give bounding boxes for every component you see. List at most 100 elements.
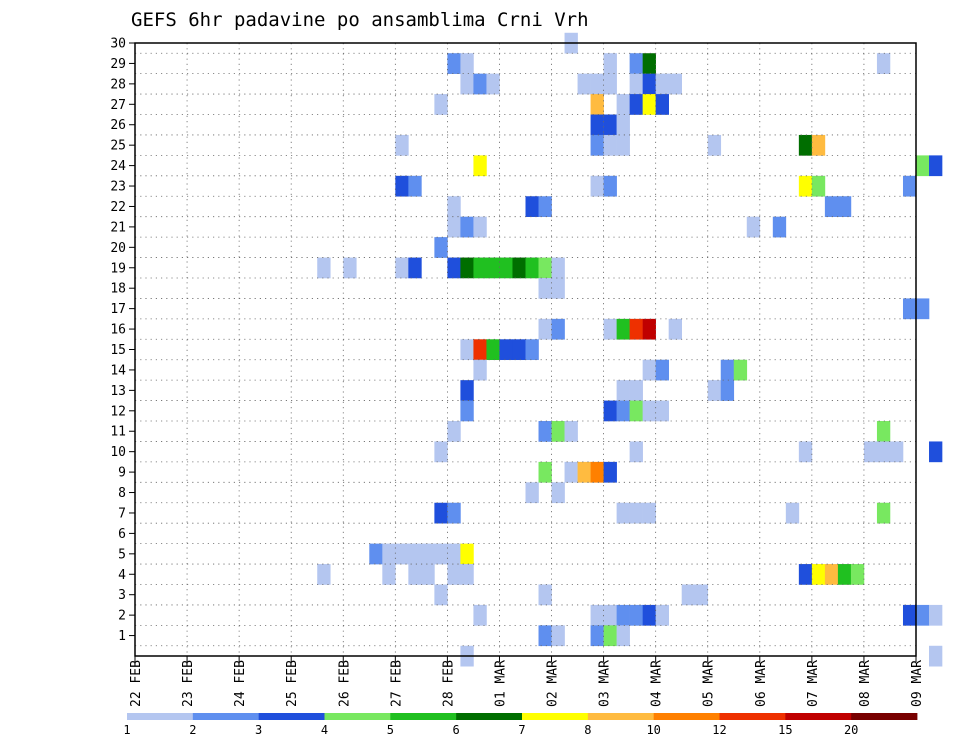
x-tick-label: 22 FEB [129,660,144,707]
heatmap-cell [473,339,487,361]
colorbar-label: 3 [255,723,262,737]
heatmap-cell [916,155,930,177]
heatmap-cell [629,94,643,115]
heatmap-cell [642,94,656,115]
heatmap-cell [434,441,448,463]
heatmap-cell [538,277,552,299]
heatmap-cell [616,604,630,626]
heatmap-cell [590,94,604,115]
heatmap-cell [538,584,552,606]
heatmap-cell [655,73,669,95]
heatmap-cell [486,257,500,279]
heatmap-cell [473,359,487,381]
heatmap-cell [642,400,656,422]
heatmap-cell [473,604,487,626]
heatmap-cell [538,421,552,442]
colorbar-label: 4 [321,723,328,737]
heatmap-cell [382,543,396,565]
heatmap-cell [551,482,565,504]
heatmap-cell [538,625,552,647]
heatmap-cell [707,134,722,156]
colorbar-label: 6 [453,723,460,737]
heatmap-cell [447,421,461,442]
heatmap-cell [733,359,748,381]
x-tick-label: 25 FEB [285,660,300,707]
y-tick-label: 24 [110,159,126,174]
heatmap-cells [317,32,943,667]
heatmap-cell [447,543,461,565]
heatmap-cell [551,318,565,340]
heatmap-cell [642,359,656,381]
heatmap-cell [798,175,813,197]
heatmap-cell [902,298,917,320]
colorbar-segment [127,713,194,720]
y-tick-label: 26 [110,118,126,133]
heatmap-cell [824,196,839,217]
y-tick-label: 17 [110,302,126,317]
colorbar-label: 15 [778,723,792,737]
colorbar-label: 5 [387,723,394,737]
heatmap-cell [408,257,422,279]
heatmap-cell [929,441,943,463]
heatmap-cell [395,257,409,279]
heatmap-cell [486,73,500,95]
heatmap-cell [798,564,813,585]
heatmap-cell [616,134,630,156]
heatmap-cell [538,461,552,483]
heatmap-cell [512,257,526,279]
heatmap-cell [642,73,656,95]
heatmap-cell [447,216,461,238]
y-tick-label: 6 [118,527,126,542]
heatmap-cell [603,461,617,483]
x-tick-label: 04 MAR [650,660,665,707]
heatmap-cell [590,625,604,647]
y-tick-label: 1 [118,629,126,644]
heatmap-cell [512,339,526,361]
heatmap-cell [902,604,917,626]
heatmap-cell [916,298,930,320]
heatmap-cell [460,53,474,74]
y-tick-label: 27 [110,98,126,113]
heatmap-cell [447,53,461,74]
heatmap-cell [772,216,787,238]
colorbar-segment [851,713,918,720]
heatmap-cell [889,441,904,463]
x-tick-label: 07 MAR [806,660,821,707]
heatmap-cell [434,502,448,524]
heatmap-cell [655,94,669,115]
x-tick-label: 05 MAR [702,660,717,707]
heatmap-cell [395,134,409,156]
colorbar-label: 12 [712,723,726,737]
heatmap-cell [499,257,513,279]
x-tick-label: 03 MAR [598,660,613,707]
heatmap-cell [460,543,474,565]
heatmap-cell [603,134,617,156]
y-tick-label: 25 [110,139,126,154]
heatmap-cell [460,257,474,279]
heatmap-cell [824,564,839,585]
colorbar-segment [785,713,852,720]
heatmap-cell [616,318,630,340]
heatmap-cell [720,380,735,401]
heatmap-cell [395,175,409,197]
x-tick-label: 26 FEB [337,660,352,707]
heatmap-cell [616,94,630,115]
heatmap-cell [486,339,500,361]
y-tick-label: 16 [110,323,126,338]
heatmap-cell [460,380,474,401]
y-axis: 1234567891011121314151617181920212223242… [110,37,135,644]
heatmap-cell [603,400,617,422]
x-tick-label: 28 FEB [441,660,456,707]
heatmap-cell [408,564,422,585]
heatmap-cell [577,461,591,483]
colorbar-segment [719,713,786,720]
heatmap-cell [616,114,630,136]
heatmap-cell [369,543,383,565]
y-tick-label: 21 [110,220,126,235]
y-tick-label: 4 [118,568,126,583]
colorbar-segment [390,713,457,720]
heatmap-cell [655,359,669,381]
y-tick-label: 15 [110,343,126,358]
heatmap-cell [603,625,617,647]
y-tick-label: 28 [110,77,126,92]
